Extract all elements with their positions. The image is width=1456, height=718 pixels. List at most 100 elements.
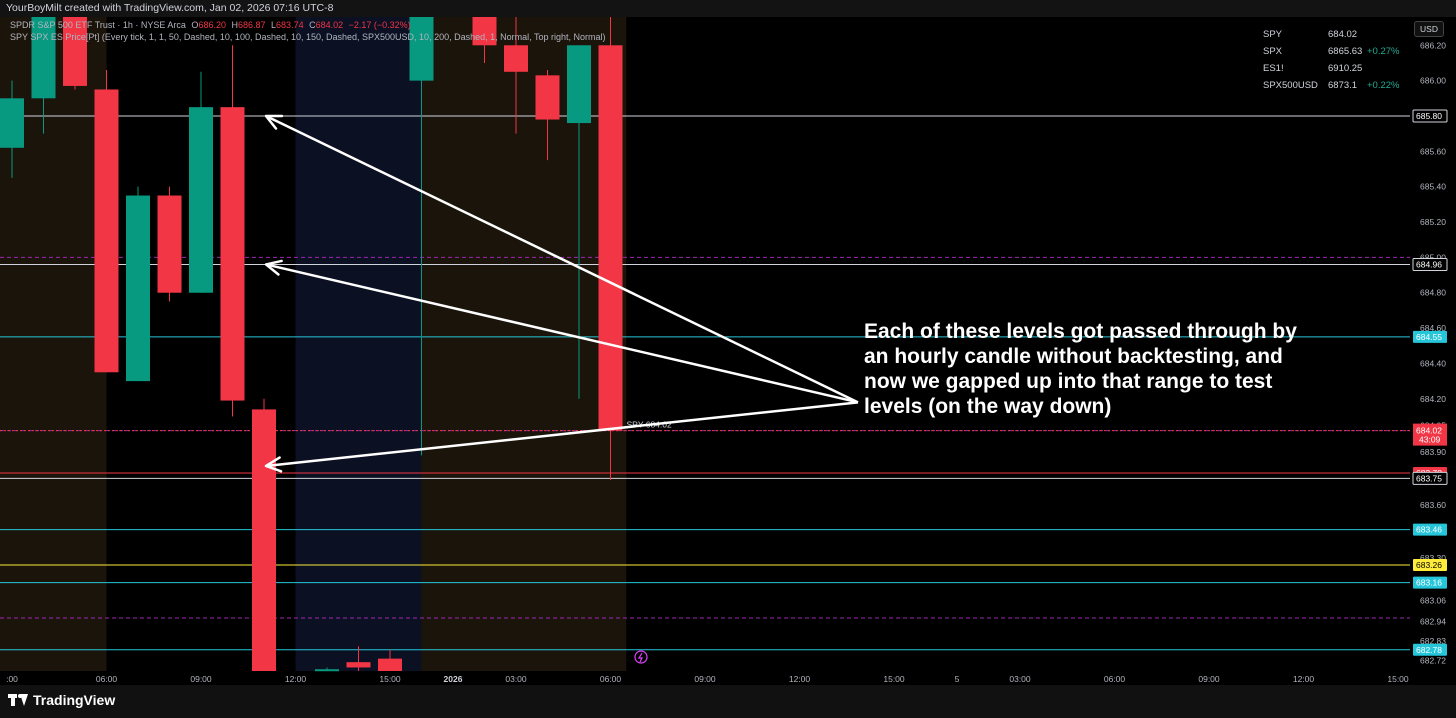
candle [598, 17, 623, 481]
watchlist-overlay: SPY 684.02 SPX 6865.63 +0.27% ES1! 6910.… [1263, 26, 1408, 94]
candle [220, 45, 245, 417]
last-price-value: 684.02 [1416, 426, 1442, 436]
candle-body [315, 669, 339, 672]
y-tick-label: 684.80 [1420, 288, 1446, 298]
watch-change: +0.22% [1367, 80, 1400, 91]
y-tick-label: 686.20 [1420, 40, 1446, 50]
candle-body [378, 658, 402, 671]
price-tag-bg [1413, 643, 1447, 656]
level-price-tag: 683.46 [1413, 523, 1447, 536]
x-tick-label: 09:00 [1198, 674, 1220, 684]
level-price-tag: 683.26 [1413, 558, 1447, 571]
annotation-text: Each of these levels got passed through … [864, 320, 1297, 418]
candle [0, 80, 24, 178]
annotation-arrow [264, 114, 859, 404]
y-tick-label: 684.20 [1420, 394, 1446, 404]
last-price-tag-bg [1413, 423, 1447, 446]
x-tick-label: 12:00 [1293, 674, 1315, 684]
candle [409, 17, 434, 456]
watch-symbol: ES1! [1263, 63, 1284, 74]
change-value: −2.17 (−0.32%) [348, 20, 411, 30]
x-tick-label: :00 [6, 674, 18, 684]
top-credit-bar: YourBoyMilt created with TradingView.com… [0, 0, 1456, 17]
price-tag-text: 683.46 [1416, 525, 1442, 535]
y-tick-label: 685.40 [1420, 182, 1446, 192]
x-tick-label: 12:00 [789, 674, 811, 684]
candle-body [94, 89, 119, 373]
close-label: C [309, 20, 316, 30]
candle [63, 17, 87, 90]
x-tick-label: 06:00 [1104, 674, 1126, 684]
candle [472, 17, 497, 63]
x-tick-label: 12:00 [285, 674, 307, 684]
candle-body [535, 75, 560, 120]
y-tick-label: 684.40 [1420, 358, 1446, 368]
price-tag-text: 683.75 [1416, 473, 1442, 483]
indicator-legend[interactable]: SPY SPX ES Price[Pt] (Every tick, 1, 1, … [10, 32, 605, 42]
x-tick-label: 15:00 [883, 674, 905, 684]
tradingview-brand[interactable]: TradingView [8, 692, 115, 708]
close-value: 684.02 [315, 20, 344, 30]
symbol-legend: SPDR S&P 500 ETF Trust · 1h · NYSE Arca … [10, 20, 411, 30]
candle-body [598, 45, 623, 431]
x-tick-label: 09:00 [190, 674, 212, 684]
price-axis-background [1410, 17, 1456, 685]
x-tick-label: 06:00 [600, 674, 622, 684]
price-tag-bg [1412, 257, 1448, 271]
y-tick-label: 683.30 [1420, 553, 1446, 563]
high-value: 686.87 [237, 20, 266, 30]
candle [535, 70, 560, 161]
price-chart[interactable]: SPY 684.02 686.20 686.00 685.80 685.60 685.40… [0, 17, 1456, 685]
arrow-head [264, 456, 283, 473]
price-tag-text: 685.80 [1416, 111, 1442, 121]
brand-name: TradingView [33, 692, 116, 708]
price-tag-bg [1413, 576, 1447, 589]
y-tick-label: 684.60 [1420, 323, 1446, 333]
currency-button[interactable]: USD [1414, 21, 1444, 37]
candle-body [126, 195, 150, 382]
level-price-tag: 682.78 [1413, 643, 1447, 656]
watch-price: 684.02 [1328, 29, 1358, 40]
y-tick-label: 685.20 [1420, 217, 1446, 227]
y-tick-label: 682.72 [1420, 655, 1446, 665]
arrow-shaft [265, 263, 859, 404]
chart-canvas[interactable]: SPY 684.02 686.20 686.00 685.80 685.60 685.40… [0, 17, 1456, 685]
x-tick-label: 2026 [444, 674, 463, 684]
candle [378, 649, 402, 671]
price-tag-text: 683.16 [1416, 578, 1442, 588]
price-tag-text: 682.78 [1416, 645, 1442, 655]
price-tag-text: 684.96 [1416, 259, 1442, 269]
candle [504, 17, 528, 134]
candle-body [252, 409, 276, 671]
level-price-tag: 684.96 [1412, 257, 1448, 271]
candle-body [63, 17, 87, 86]
watch-price: 6865.63 [1328, 46, 1363, 57]
x-tick-label: 5 [955, 674, 960, 684]
candle [315, 667, 339, 672]
candle [346, 646, 371, 671]
candle [126, 186, 150, 382]
watch-row: ES1! 6910.25 [1263, 60, 1408, 77]
candle [157, 186, 182, 302]
tradingview-logo-icon [8, 693, 28, 707]
y-tick-label: 685.60 [1420, 146, 1446, 156]
candle [252, 398, 276, 671]
candle-body [157, 195, 182, 293]
price-tag-bg [1412, 109, 1448, 123]
watch-price: 6910.25 [1328, 63, 1363, 74]
symbol-title: SPDR S&P 500 ETF Trust · 1h · NYSE Arca [10, 20, 186, 30]
y-tick-label: 685.00 [1420, 252, 1446, 262]
candle-body [472, 17, 497, 46]
open-label: O [191, 20, 199, 30]
y-tick-label: 683.06 [1420, 595, 1446, 605]
price-tag-text: 683.26 [1416, 560, 1442, 570]
footer-bar: TradingView [0, 685, 1456, 718]
x-tick-label: 15:00 [1387, 674, 1409, 684]
watch-row: SPX500USD 6873.1 +0.22% [1263, 77, 1408, 94]
price-tag-bg [1413, 558, 1447, 571]
level-price-tag: 685.80 [1412, 109, 1448, 123]
low-value: 683.74 [276, 20, 304, 30]
candle-body [189, 107, 213, 293]
event-lightning-bolt [637, 652, 643, 663]
